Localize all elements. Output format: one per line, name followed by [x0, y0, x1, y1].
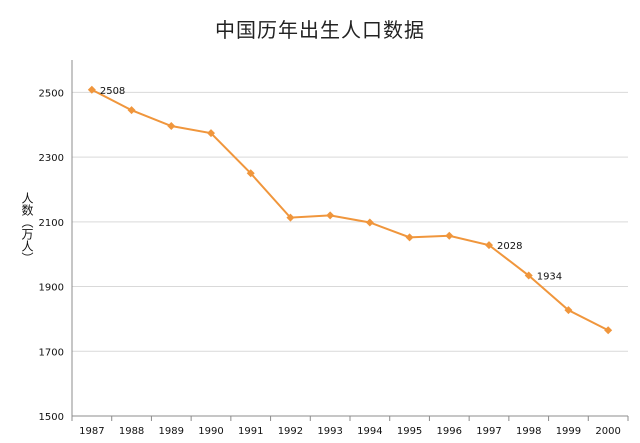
data-label: 1934 [537, 272, 562, 283]
y-tick-label: 2100 [39, 218, 64, 229]
data-label: 2028 [497, 241, 522, 252]
y-tick-label: 1900 [39, 283, 64, 294]
x-tick-label: 1988 [119, 426, 144, 437]
data-point [246, 169, 255, 178]
y-tick-label: 2500 [39, 88, 64, 99]
x-tick-label: 1989 [159, 426, 184, 437]
y-tick-label: 1500 [39, 412, 64, 423]
x-tick-label: 1992 [278, 426, 303, 437]
data-point [604, 326, 613, 335]
data-point [405, 233, 414, 242]
data-point [87, 85, 96, 94]
x-tick-label: 2000 [595, 426, 620, 437]
series-line [91, 88, 609, 332]
data-label: 2508 [100, 86, 125, 97]
x-tick-label: 1987 [79, 426, 104, 437]
data-point [167, 122, 176, 131]
x-tick-label: 1993 [317, 426, 342, 437]
x-tick-label: 1999 [556, 426, 581, 437]
data-point [564, 306, 573, 315]
x-tick-label: 1995 [397, 426, 422, 437]
data-point [326, 211, 335, 220]
chart-title: 中国历年出生人口数据 [215, 18, 425, 42]
y-tick-label: 2300 [39, 153, 64, 164]
data-point [445, 231, 454, 240]
data-point [524, 271, 533, 280]
x-tick-label: 1991 [238, 426, 263, 437]
x-tick-label: 1997 [476, 426, 501, 437]
x-tick-label: 1998 [516, 426, 541, 437]
data-point [207, 129, 215, 138]
x-tick-label: 1994 [357, 426, 382, 437]
x-tick-label: 1996 [437, 426, 462, 437]
data-point [286, 213, 295, 222]
x-tick-label: 1990 [198, 426, 223, 437]
data-point [365, 218, 374, 227]
y-tick-label: 1700 [39, 347, 64, 358]
data-point [127, 106, 136, 115]
y-axis-label: 人数（万人） [20, 192, 34, 264]
data-point [485, 241, 493, 250]
